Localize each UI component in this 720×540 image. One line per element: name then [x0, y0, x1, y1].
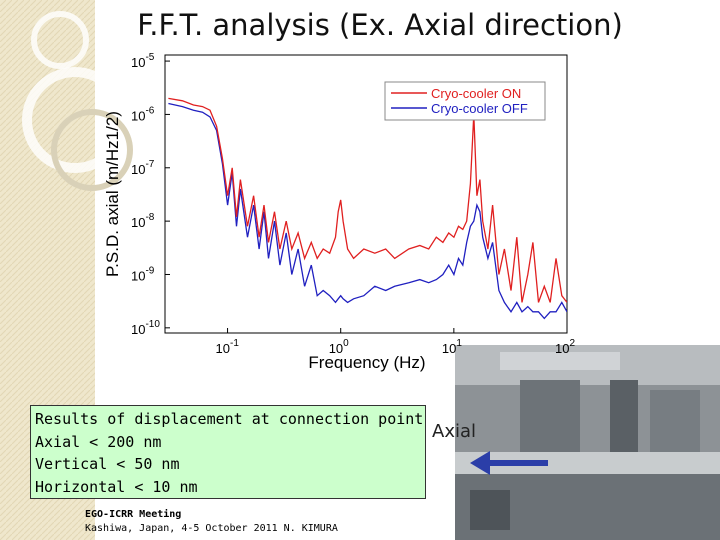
text-box: Results of displacement at connection po… — [30, 405, 426, 499]
legend-label: Cryo-cooler OFF — [431, 101, 528, 116]
x-tick-label: 102 — [555, 338, 575, 356]
text-line: Vertical < 50 nm — [35, 455, 180, 473]
series-line — [168, 102, 567, 320]
y-tick-label: 10-5 — [131, 52, 155, 70]
text-line: Axial < 200 nm — [35, 432, 162, 451]
y-axis-label: P.S.D. axial (m/Hz1/2) — [103, 111, 122, 277]
deco-circle — [31, 11, 89, 69]
y-tick-label: 10-7 — [131, 159, 155, 177]
y-tick-label: 10-8 — [131, 212, 155, 230]
y-tick-label: 10-10 — [131, 319, 160, 337]
chart: Frequency (Hz) P.S.D. axial (m/Hz1/2) 10… — [103, 52, 575, 372]
x-tick-label: 10-1 — [216, 338, 240, 356]
photo-label: Axial — [432, 421, 476, 442]
footer-place: Kashiwa, Japan, 4-5 October 2011 N. KIMU… — [85, 523, 338, 534]
legend-box — [384, 81, 546, 121]
slide-title: F.F.T. analysis (Ex. Axial direction) — [137, 8, 623, 42]
footer-event: EGO-ICRR Meeting — [85, 509, 182, 520]
deco-circle — [51, 109, 133, 191]
text-line: Results of displacement at connection po… — [35, 410, 424, 428]
series-line — [168, 97, 567, 303]
y-tick-label: 10-6 — [131, 105, 155, 123]
x-axis-label: Frequency (Hz) — [308, 353, 425, 372]
text-line: Horizontal < 10 nm — [35, 477, 198, 496]
footer: EGO-ICRR Meeting Kashiwa, Japan, 4-5 Oct… — [85, 508, 338, 536]
photo — [455, 345, 720, 540]
legend-label: Cryo-cooler ON — [431, 86, 521, 101]
y-tick-label: 10-9 — [131, 265, 155, 283]
deco-circle — [22, 67, 128, 173]
x-tick-label: 101 — [442, 338, 462, 356]
